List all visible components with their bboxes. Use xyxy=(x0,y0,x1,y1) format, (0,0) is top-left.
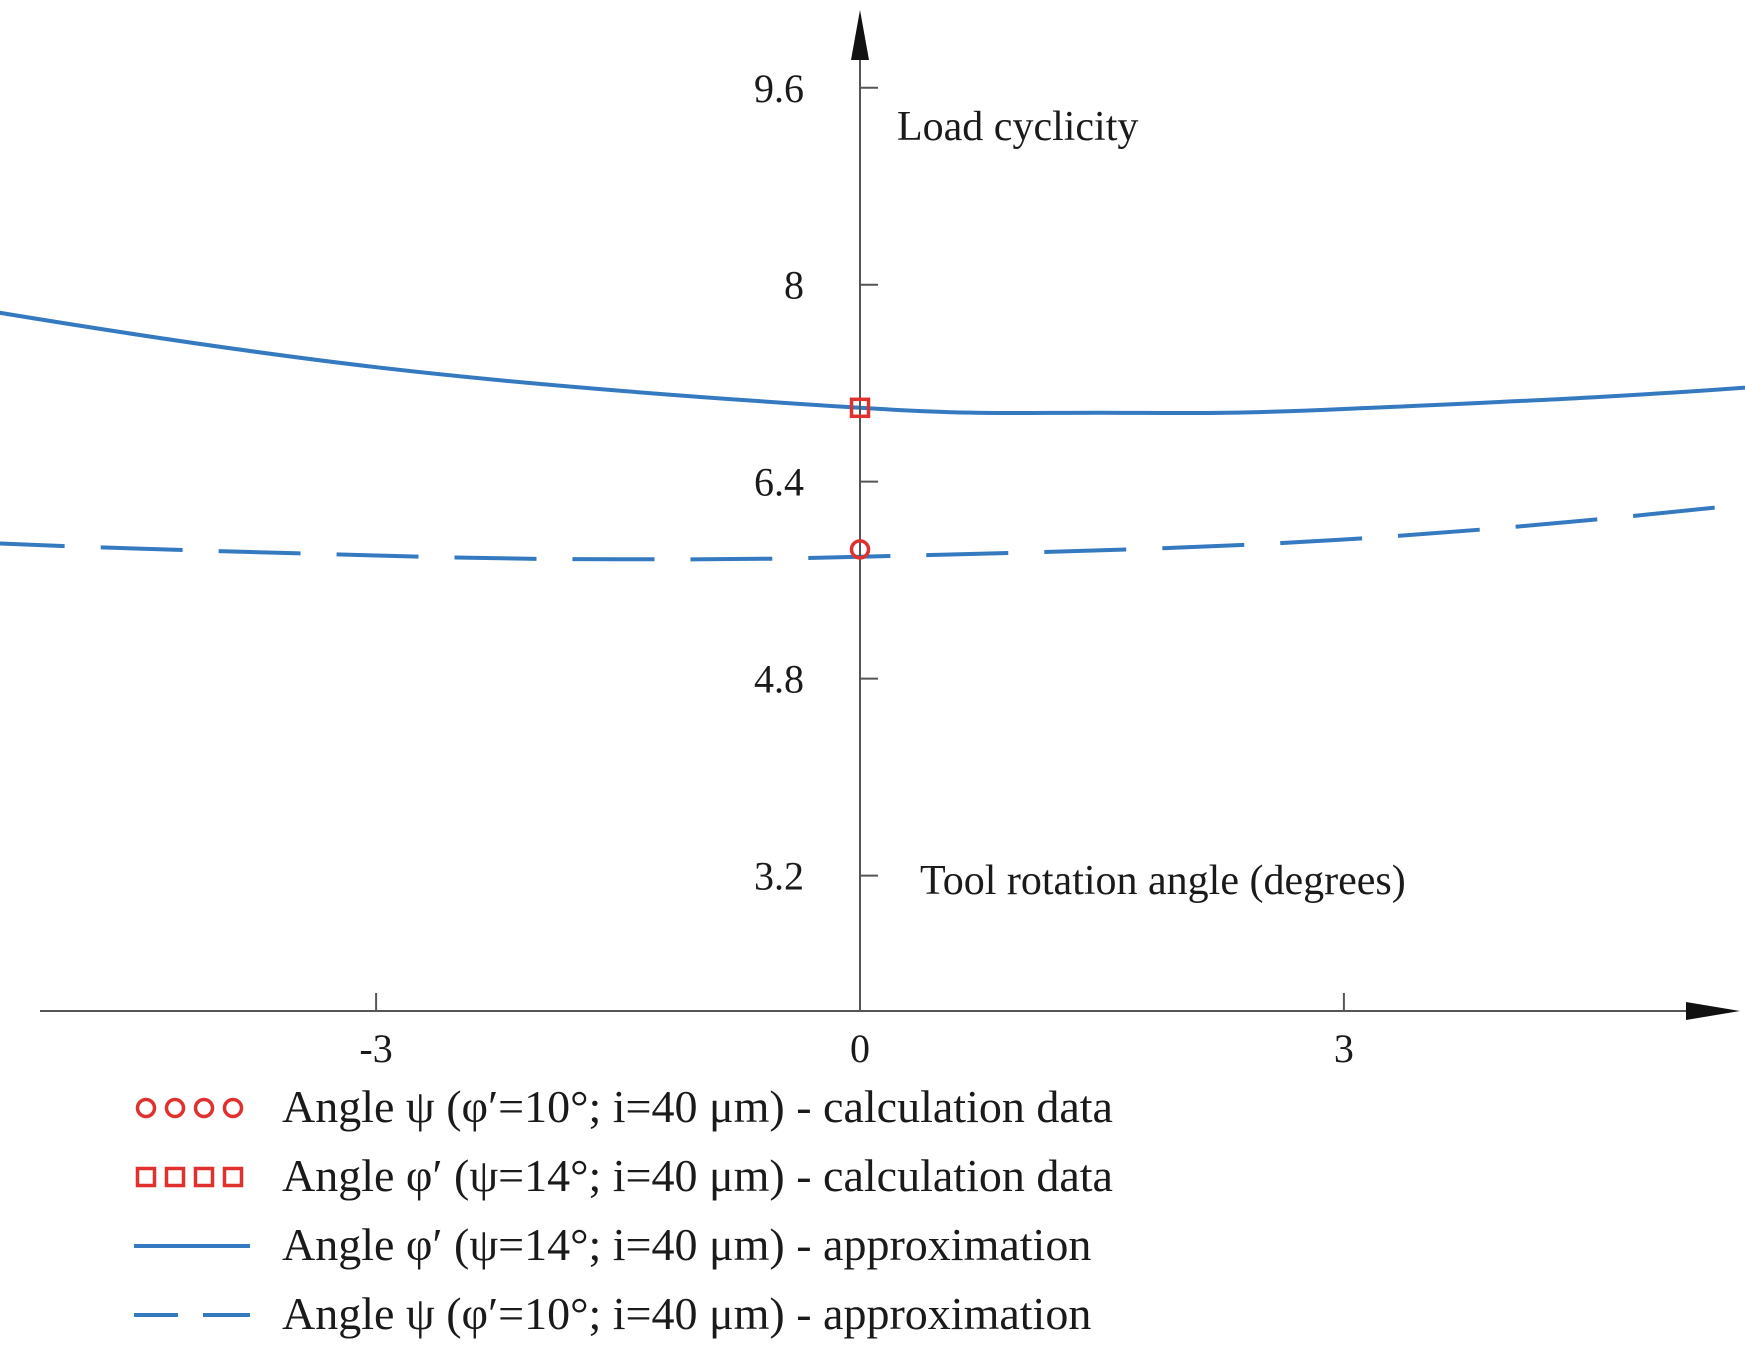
legend-square-marker xyxy=(164,1166,186,1188)
x-axis-title: Tool rotation angle (degrees) xyxy=(920,858,1406,904)
x-tick-label: -3 xyxy=(359,1026,392,1071)
curves-layer xyxy=(0,310,1745,562)
y-tick-label: 8 xyxy=(784,263,804,308)
legend-item-phi-calc: Angle φ′ (ψ=14°; i=40 μm) - calculation … xyxy=(135,1150,1113,1201)
square-data-point xyxy=(849,397,871,419)
legend-circle-marker xyxy=(193,1097,215,1119)
axes-layer xyxy=(40,10,1740,1020)
y-axis-arrow xyxy=(851,10,869,60)
circle-data-point xyxy=(849,539,871,560)
y-tick-label: 9.6 xyxy=(754,66,804,111)
legend-label: Angle ψ (φ′=10°; i=40 μm) - approximatio… xyxy=(282,1288,1091,1339)
legend-square-marker xyxy=(222,1166,244,1188)
legend-swatch-squares xyxy=(135,1166,244,1188)
solid-approximation-curve xyxy=(0,310,1745,416)
points-layer xyxy=(849,397,871,560)
legend-circle-marker xyxy=(164,1097,186,1119)
legend-label: Angle φ′ (ψ=14°; i=40 μm) - approximatio… xyxy=(282,1219,1091,1270)
legend-square-marker xyxy=(135,1166,157,1188)
y-axis-title: Load cyclicity xyxy=(897,104,1138,150)
legend-item-phi-approx: Angle φ′ (ψ=14°; i=40 μm) - approximatio… xyxy=(134,1219,1091,1270)
y-tick-label: 3.2 xyxy=(754,854,804,899)
legend-swatch-circles xyxy=(135,1097,244,1119)
y-tick-label: 6.4 xyxy=(754,460,804,505)
legend-label: Angle φ′ (ψ=14°; i=40 μm) - calculation … xyxy=(282,1150,1113,1201)
y-tick-label: 4.8 xyxy=(754,657,804,702)
dashed-approximation-curve xyxy=(0,502,1745,562)
legend-circle-marker xyxy=(222,1097,244,1119)
x-tick-label: 3 xyxy=(1334,1026,1354,1071)
legend-square-marker xyxy=(193,1166,215,1188)
tick-labels: -15-12-9-6-3036912153.24.86.489.6 xyxy=(359,66,1354,1071)
legend-label: Angle ψ (φ′=10°; i=40 μm) - calculation … xyxy=(282,1081,1113,1132)
legend: Angle ψ (φ′=10°; i=40 μm) - calculation … xyxy=(134,1081,1113,1339)
legend-circle-marker xyxy=(135,1097,157,1119)
x-tick-label: 0 xyxy=(850,1026,870,1071)
legend-item-psi-calc: Angle ψ (φ′=10°; i=40 μm) - calculation … xyxy=(135,1081,1113,1132)
x-axis-arrow xyxy=(1686,1002,1740,1020)
legend-item-psi-approx: Angle ψ (φ′=10°; i=40 μm) - approximatio… xyxy=(134,1288,1091,1339)
